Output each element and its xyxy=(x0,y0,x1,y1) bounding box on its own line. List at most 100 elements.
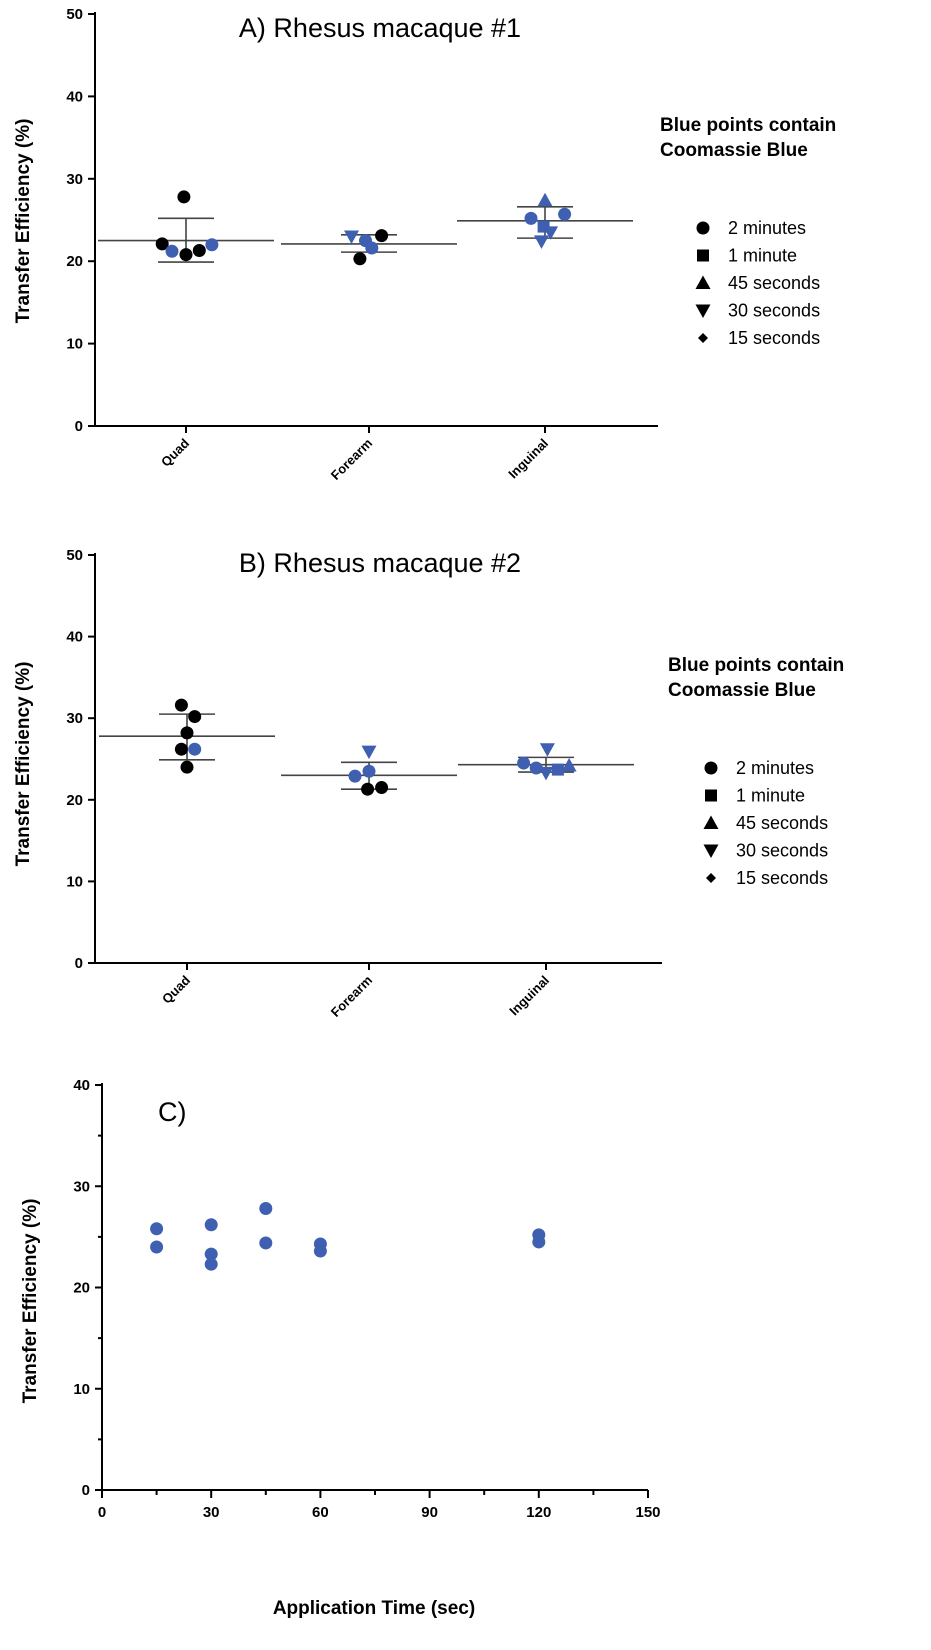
x-tick-label: 120 xyxy=(526,1504,551,1521)
data-point xyxy=(179,248,193,262)
legend-label: 30 seconds xyxy=(736,841,828,861)
y-tick-label: 50 xyxy=(66,6,83,23)
data-point xyxy=(361,745,377,760)
data-point xyxy=(375,781,389,795)
data-point xyxy=(348,769,362,783)
data-point xyxy=(524,211,538,225)
panel-c-points xyxy=(150,1202,546,1271)
data-point xyxy=(344,230,359,244)
panel-b: B) Rhesus macaque #2 Transfer Efficiency… xyxy=(13,547,844,1020)
panel-b-legend: 2 minutes 1 minute 45 seconds 30 seconds 15 … xyxy=(703,758,828,888)
y-tick-label: 20 xyxy=(73,1280,90,1297)
x-tick-label: 150 xyxy=(635,1504,660,1521)
data-point xyxy=(180,726,194,740)
data-point xyxy=(155,237,169,251)
y-tick-label: 10 xyxy=(66,336,83,353)
data-point xyxy=(174,698,188,712)
panel-a-note-line-1: Blue points contain xyxy=(660,115,836,136)
data-point xyxy=(529,761,543,775)
y-tick-label: 40 xyxy=(66,88,83,105)
data-point xyxy=(177,190,191,204)
data-point xyxy=(188,742,202,756)
y-tick-label: 40 xyxy=(73,1077,90,1094)
legend-marker xyxy=(696,221,710,235)
panel-b-axes: 0 10 20 30 40 50 Quad Forearm Inguinal xyxy=(66,547,662,1020)
legend-label: 15 seconds xyxy=(728,328,820,348)
data-point xyxy=(259,1202,273,1216)
y-tick-label: 40 xyxy=(66,629,83,646)
legend-marker xyxy=(698,333,708,343)
legend-label: 45 seconds xyxy=(728,273,820,293)
legend-marker xyxy=(704,761,718,775)
data-point xyxy=(165,244,179,258)
category-label: Inguinal xyxy=(506,973,552,1019)
legend-marker xyxy=(695,275,711,289)
data-point xyxy=(375,229,389,243)
data-point xyxy=(539,743,555,757)
panel-b-note-line-1: Blue points contain xyxy=(668,655,844,676)
data-point xyxy=(538,766,554,781)
data-point xyxy=(551,763,564,776)
y-tick-label: 0 xyxy=(75,955,83,972)
data-point xyxy=(313,1244,327,1258)
panel-a-points xyxy=(155,190,572,266)
y-tick-label: 20 xyxy=(66,253,83,270)
legend-label: 45 seconds xyxy=(736,813,828,833)
data-point xyxy=(532,1235,546,1249)
data-point xyxy=(204,1218,218,1232)
data-point xyxy=(188,710,202,724)
data-point xyxy=(204,1257,218,1271)
data-point xyxy=(365,241,379,255)
data-point xyxy=(353,252,367,266)
y-tick-label: 10 xyxy=(73,1381,90,1398)
data-point xyxy=(362,764,376,778)
legend-label: 15 seconds xyxy=(736,868,828,888)
data-point xyxy=(537,192,553,207)
panel-a-legend: 2 minutes 1 minute 45 seconds 30 seconds 15 … xyxy=(695,218,820,348)
y-tick-label: 0 xyxy=(82,1482,90,1499)
data-point xyxy=(361,782,375,796)
legend-label: 1 minute xyxy=(728,246,797,266)
y-tick-label: 50 xyxy=(66,547,83,564)
panel-b-points xyxy=(174,698,577,796)
data-point xyxy=(205,238,219,252)
y-tick-label: 0 xyxy=(75,418,83,435)
y-tick-label: 30 xyxy=(66,710,83,727)
legend-marker xyxy=(697,249,709,262)
x-tick-label: 0 xyxy=(98,1504,106,1521)
panel-b-ylabel: Transfer Efficiency (%) xyxy=(13,662,34,867)
category-label: Inguinal xyxy=(505,436,551,482)
data-point xyxy=(192,243,206,257)
y-tick-label: 20 xyxy=(66,792,83,809)
legend-label: 1 minute xyxy=(736,786,805,806)
panel-b-title: B) Rhesus macaque #2 xyxy=(239,548,521,578)
data-point xyxy=(561,758,577,772)
panel-a-ylabel: Transfer Efficiency (%) xyxy=(13,119,34,324)
panel-b-note-line-2: Coomassie Blue xyxy=(668,680,816,701)
y-tick-label: 10 xyxy=(66,873,83,890)
data-point xyxy=(174,742,188,756)
legend-label: 30 seconds xyxy=(728,301,820,321)
data-point xyxy=(543,226,559,240)
category-label: Forearm xyxy=(328,436,375,483)
panel-c-ylabel: Transfer Efficiency (%) xyxy=(20,1199,41,1404)
data-point xyxy=(204,1247,218,1261)
category-label: Quad xyxy=(158,435,192,469)
category-label: Forearm xyxy=(328,973,375,1020)
panel-a-title: A) Rhesus macaque #1 xyxy=(239,13,521,43)
data-point xyxy=(558,207,572,221)
legend-marker xyxy=(703,844,719,858)
x-tick-label: 30 xyxy=(203,1504,220,1521)
data-point xyxy=(150,1240,164,1254)
x-tick-label: 60 xyxy=(312,1504,329,1521)
legend-label: 2 minutes xyxy=(728,218,806,238)
legend-marker xyxy=(703,815,719,829)
panel-a-note-line-2: Coomassie Blue xyxy=(660,140,808,161)
category-label: Quad xyxy=(159,972,193,1006)
x-tick-label: 90 xyxy=(421,1504,438,1521)
data-point xyxy=(534,235,549,249)
legend-marker xyxy=(706,873,716,883)
legend-marker xyxy=(695,304,711,318)
panel-c-axes: 0 10 20 30 40 0 30 60 90 120 150 xyxy=(73,1077,660,1521)
